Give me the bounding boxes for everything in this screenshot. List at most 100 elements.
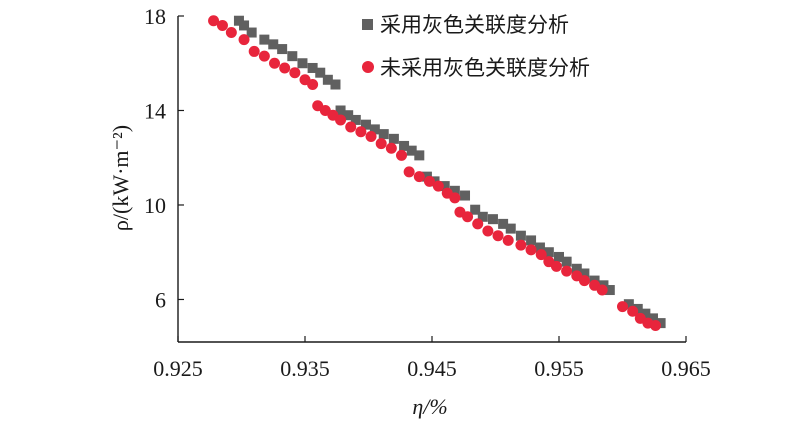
square-data-point (315, 67, 326, 78)
x-tick-label: 0.925 (153, 356, 203, 381)
square-data-point (460, 190, 471, 201)
circle-data-point (335, 114, 347, 126)
square-data-point (388, 133, 399, 144)
square-data-point (239, 20, 250, 31)
square-data-point (505, 223, 516, 234)
circle-data-point (385, 142, 397, 154)
x-axis-title: η/% (412, 394, 447, 419)
square-data-point (623, 299, 634, 310)
circle-data-point (307, 79, 319, 91)
circle-data-point (449, 192, 461, 204)
square-data-point (343, 110, 354, 121)
square-data-point (487, 214, 498, 225)
circle-data-point (225, 27, 237, 39)
square-data-point (360, 119, 371, 130)
square-data-point (399, 140, 410, 151)
circle-data-point (355, 126, 367, 138)
x-tick-label: 0.935 (280, 356, 330, 381)
square-data-point (307, 62, 318, 73)
circle-data-point (550, 260, 562, 272)
circle-data-point (423, 175, 435, 187)
square-data-point (561, 256, 572, 267)
square-data-point (579, 268, 590, 279)
x-tick-label: 0.945 (407, 356, 457, 381)
square-data-point (640, 308, 651, 319)
y-tick-label: 6 (155, 287, 166, 312)
legend-marker-square (362, 19, 373, 30)
circle-data-point (525, 244, 537, 256)
square-data-point (350, 114, 361, 125)
square-data-point (526, 235, 537, 246)
circle-data-point (502, 234, 514, 246)
square-data-point (378, 129, 389, 140)
circle-data-point (258, 50, 270, 62)
square-data-point (543, 247, 554, 258)
square-data-point (534, 242, 545, 253)
circle-data-point (627, 305, 639, 317)
y-tick-label: 18 (144, 4, 166, 29)
circle-data-point (472, 218, 484, 230)
x-tick-label: 0.955 (534, 356, 584, 381)
circle-data-point (375, 138, 387, 150)
circle-data-point (238, 34, 250, 46)
square-data-point (369, 124, 380, 135)
square-data-point (335, 105, 346, 116)
square-data-point (515, 230, 526, 241)
square-data-point (233, 15, 244, 26)
square-data-point (297, 58, 308, 69)
circle-data-point (561, 265, 573, 277)
y-tick-label: 14 (144, 98, 166, 123)
square-data-point (246, 27, 257, 38)
square-data-point (604, 285, 615, 296)
square-data-point (439, 181, 450, 192)
circle-data-point (515, 239, 527, 251)
circle-data-point (482, 225, 494, 237)
circle-data-point (578, 275, 590, 287)
square-data-point (655, 318, 666, 329)
circle-data-point (492, 230, 504, 242)
square-data-point (277, 44, 288, 55)
x-tick-label: 0.965 (661, 356, 711, 381)
square-data-point (330, 79, 341, 90)
square-data-point (554, 251, 564, 262)
circle-data-point (289, 67, 301, 79)
square-data-point (449, 185, 460, 196)
square-data-point (647, 313, 658, 324)
square-data-point (259, 34, 270, 45)
circle-data-point (432, 180, 444, 192)
circle-data-point (650, 319, 662, 331)
legend: 采用灰色关联度分析 未采用灰色关联度分析 (362, 13, 590, 80)
plot-area (208, 15, 666, 331)
circle-data-point (617, 301, 628, 313)
square-data-point (498, 218, 509, 229)
legend-label-no-gray-relational: 未采用灰色关联度分析 (380, 56, 590, 80)
circle-data-point (396, 149, 408, 161)
square-data-point (406, 145, 417, 156)
square-data-point (477, 211, 488, 222)
square-data-point (287, 51, 298, 62)
square-data-point (470, 204, 481, 215)
circle-data-point (596, 284, 608, 296)
square-data-point (268, 39, 279, 50)
legend-marker-circle (362, 61, 374, 73)
circle-data-point (248, 45, 260, 57)
series-no-gray-relational (208, 15, 662, 331)
circle-data-point (345, 121, 357, 133)
square-data-point (322, 74, 333, 85)
circle-data-point (413, 171, 425, 183)
circle-data-point (403, 166, 415, 178)
y-axis-title: ρ/(kW·m⁻²) (108, 125, 133, 231)
circle-data-point (269, 57, 281, 69)
y-tick-label: 10 (144, 193, 166, 218)
ticks: 0.925 0.935 0.945 0.955 0.965 6 10 14 18 (144, 4, 711, 381)
circle-data-point (216, 19, 228, 31)
circle-data-point (462, 211, 474, 223)
square-data-point (571, 263, 582, 274)
square-data-point (632, 303, 643, 314)
circle-data-point (535, 249, 547, 261)
circle-data-point (365, 130, 377, 142)
circle-data-point (208, 15, 220, 27)
circle-data-point (279, 62, 291, 74)
square-data-point (414, 150, 425, 161)
